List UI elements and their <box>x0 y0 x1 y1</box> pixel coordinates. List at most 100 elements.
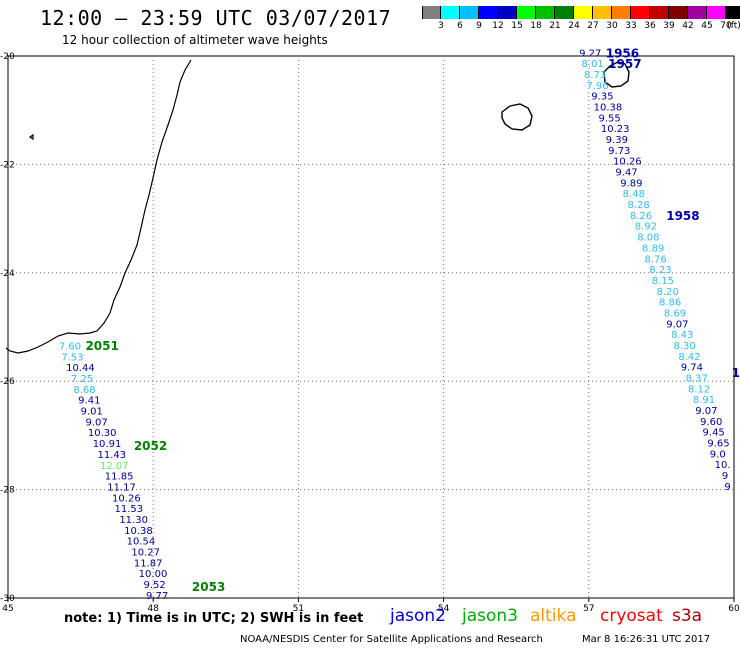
colorbar-label: 12 <box>492 21 504 31</box>
wave-height-label: 7.25 <box>71 374 93 385</box>
colorbar-swatch <box>707 6 726 19</box>
wave-height-label: 9.01 <box>81 407 103 418</box>
wave-height-label: 8.91 <box>693 395 715 406</box>
colorbar <box>422 6 740 19</box>
wave-height-label: 8.15 <box>652 276 674 287</box>
colorbar-swatch <box>669 6 688 19</box>
page-title: 12:00 – 23:59 UTC 03/07/2017 <box>40 6 392 30</box>
wave-height-label: 8.12 <box>688 384 710 395</box>
wave-height-label: 9.74 <box>681 363 703 374</box>
wave-height-label: 9.35 <box>591 92 613 103</box>
colorbar-label: 9 <box>476 21 482 31</box>
x-tick-label: 54 <box>438 604 450 614</box>
wave-height-label: 8.92 <box>635 222 657 233</box>
colorbar-label: 45 <box>701 21 713 31</box>
pass-time-label: 1957 <box>608 57 641 71</box>
colorbar-swatch <box>498 6 517 19</box>
graticule <box>7 55 735 599</box>
legend-jason2: jason2 <box>390 606 446 626</box>
wave-height-label: 9.77 <box>146 591 168 602</box>
colorbar-label: 18 <box>530 21 542 31</box>
page-subtitle: 12 hour collection of altimeter wave hei… <box>62 33 328 47</box>
plot-frame <box>7 55 735 599</box>
colorbar-swatch <box>612 6 631 19</box>
wave-height-label: 8.20 <box>657 287 679 298</box>
wave-height-label: 11.85 <box>105 472 134 483</box>
wave-height-label: 8.86 <box>659 298 681 309</box>
colorbar-swatch <box>631 6 650 19</box>
colorbar-swatch <box>555 6 574 19</box>
x-tick-label: 45 <box>2 604 13 614</box>
wave-height-label: 11.30 <box>119 515 148 526</box>
wave-height-label: 8.68 <box>73 385 95 396</box>
satellite-tracks: 7.607.5310.447.258.689.419.019.0710.3010… <box>59 46 740 602</box>
wave-height-label: 10.38 <box>124 526 153 537</box>
small-island <box>28 133 34 141</box>
wave-height-label: 11.53 <box>114 504 143 515</box>
wave-height-label: 10.91 <box>93 439 122 450</box>
wave-height-label: 8.89 <box>642 243 664 254</box>
wave-height-label: 9.07 <box>695 406 717 417</box>
wave-height-label: 11.87 <box>134 558 163 569</box>
wave-height-label: 10.23 <box>601 124 630 135</box>
wave-height-label: 9.45 <box>703 428 725 439</box>
colorbar-label: 15 <box>511 21 523 31</box>
wave-height-label: 9.60 <box>700 417 722 428</box>
pass-time-label: 1958 <box>666 209 699 223</box>
y-tick-label: -26 <box>0 377 15 387</box>
wave-height-label: 8.30 <box>674 341 696 352</box>
wave-height-label: 10.44 <box>66 363 95 374</box>
wave-height-label: 8.23 <box>649 265 671 276</box>
wave-height-label: 8.69 <box>664 308 686 319</box>
wave-height-label: 9.07 <box>85 417 107 428</box>
colorbar-swatch <box>479 6 498 19</box>
colorbar-label: 3 <box>438 21 444 31</box>
pass-time-label: 2053 <box>192 580 225 594</box>
wave-height-label: 8.43 <box>671 330 693 341</box>
wave-height-label: 9.52 <box>144 580 166 591</box>
y-tick-label: -20 <box>0 52 15 62</box>
wave-height-label: 9.65 <box>707 439 729 450</box>
x-tick-label: 60 <box>728 604 740 614</box>
colorbar-label: 70 <box>720 21 732 31</box>
colorbar-label: 42 <box>682 21 694 31</box>
wave-height-label: 10. <box>715 460 731 471</box>
x-tick-label: 51 <box>293 604 304 614</box>
wave-height-label: 10.00 <box>139 569 168 580</box>
colorbar-swatch <box>422 6 441 19</box>
colorbar-labels: 3 6 9 12 15 18 21 24 27 30 33 36 39 42 45 70 (ft) <box>422 21 740 33</box>
y-tick-label: -24 <box>0 269 15 279</box>
legend-jason3: jason3 <box>462 606 518 626</box>
colorbar-swatch <box>574 6 593 19</box>
wave-height-label: 7.53 <box>61 352 83 363</box>
colorbar-label: 39 <box>663 21 675 31</box>
madagascar-coastline <box>5 59 192 354</box>
footer-timestamp: Mar 8 16:26:31 UTC 2017 <box>582 634 711 645</box>
colorbar-swatch <box>650 6 669 19</box>
wave-height-label: 10.54 <box>127 537 156 548</box>
colorbar-swatch <box>536 6 555 19</box>
wave-height-label: 9.41 <box>78 396 100 407</box>
wave-height-label: 9.0 <box>710 449 726 460</box>
wave-height-label: 8.42 <box>678 352 700 363</box>
y-tick-label: -30 <box>0 594 15 604</box>
wave-height-label: 8.08 <box>637 233 659 244</box>
coastlines <box>5 59 630 354</box>
wave-height-label: 10.26 <box>613 157 642 168</box>
x-tick-label: 48 <box>147 604 159 614</box>
pass-time-label: 19 <box>732 366 740 380</box>
colorbar-label: 30 <box>606 21 618 31</box>
colorbar-swatch <box>441 6 460 19</box>
colorbar-swatch <box>726 6 740 19</box>
colorbar-swatch <box>517 6 536 19</box>
colorbar-label: 27 <box>587 21 599 31</box>
wave-height-label: 10.26 <box>112 493 141 504</box>
wave-height-label: 10.27 <box>131 547 160 558</box>
wave-height-label: 9.73 <box>608 146 630 157</box>
wave-height-label: 8.37 <box>686 373 708 384</box>
wave-height-label: 9 <box>724 482 730 493</box>
y-tick-label: -28 <box>0 486 15 496</box>
wave-height-label: 9.39 <box>606 135 628 146</box>
colorbar-swatch <box>460 6 479 19</box>
